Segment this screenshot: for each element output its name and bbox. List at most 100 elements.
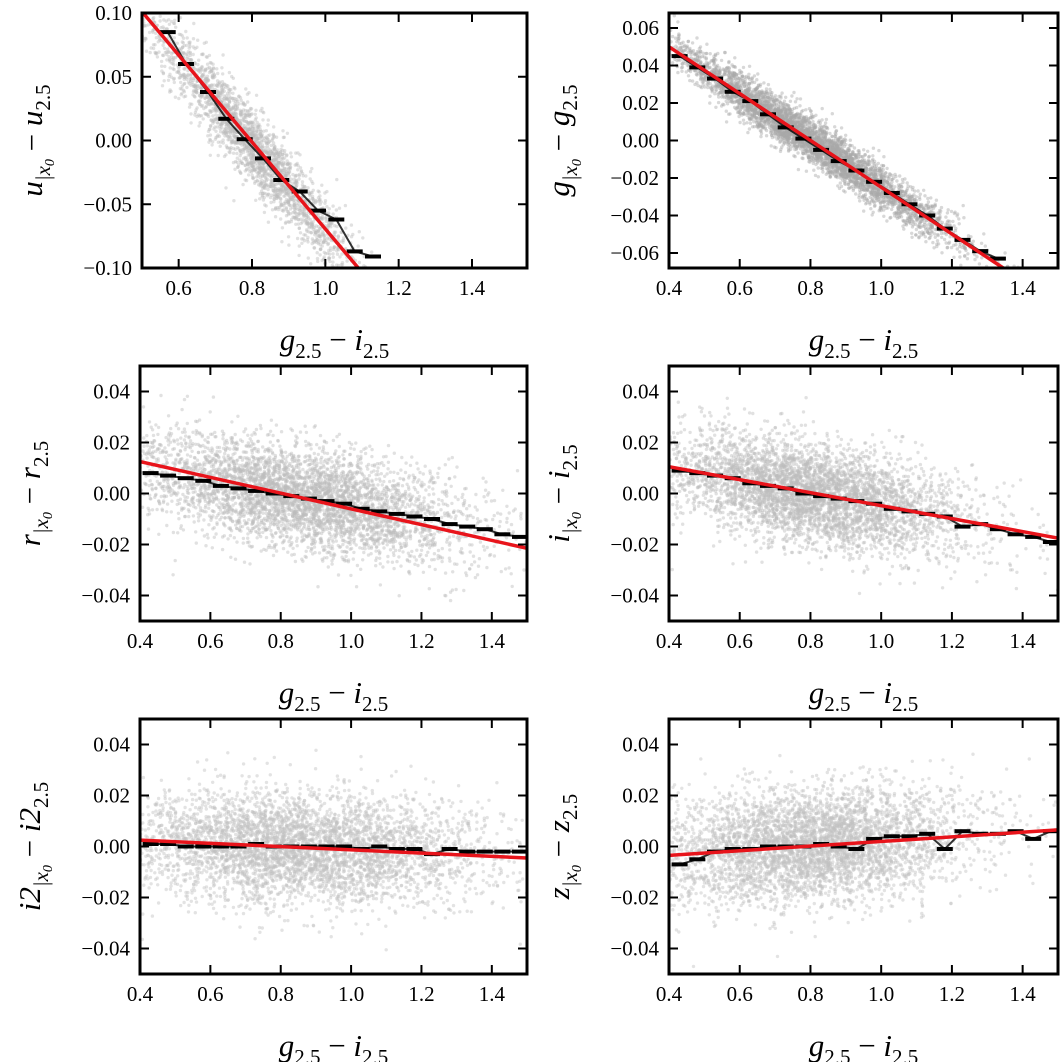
scatter-point [183, 94, 188, 98]
scatter-point [828, 174, 832, 178]
scatter-point [153, 43, 157, 47]
scatter-point [159, 26, 163, 30]
scatter-point [243, 103, 247, 107]
scatter-point [865, 162, 869, 166]
scatter-point [215, 84, 219, 88]
scatter-point [225, 121, 229, 126]
scatter-point [828, 159, 832, 164]
scatter-point [872, 201, 876, 205]
scatter-point [278, 168, 283, 172]
scatter-point [204, 80, 208, 84]
scatter-point [308, 177, 312, 181]
scatter-point [281, 163, 285, 167]
scatter-point [317, 234, 322, 238]
scatter-point [206, 66, 210, 70]
scatter-point [232, 199, 236, 203]
scatter-point [272, 197, 277, 202]
axes-frame [140, 11, 529, 270]
scatter-point [260, 140, 264, 144]
scatter-point [220, 80, 225, 84]
scatter-point [378, 311, 381, 314]
scatter-point [882, 214, 886, 218]
scatter-point [821, 141, 826, 146]
scatter-point [260, 193, 265, 198]
scatter-point [283, 172, 287, 176]
scatter-point [222, 82, 226, 86]
scatter-point [216, 84, 220, 89]
scatter-point [311, 239, 315, 243]
scatter-point [276, 163, 280, 168]
scatter-point [198, 102, 202, 107]
scatter-point [246, 129, 250, 133]
scatter-point [233, 131, 237, 135]
scatter-point [298, 166, 303, 170]
scatter-point [210, 102, 214, 106]
scatter-point [266, 151, 270, 155]
scatter-point [191, 93, 195, 97]
scatter-point [690, 41, 695, 45]
scatter-point [290, 197, 294, 202]
scatter-point [219, 97, 223, 101]
scatter-point [205, 78, 209, 83]
panel-g: 0.4 0.6 0.8 1.0 1.2 1.40.060.040.020.00−0.02−… [541, 11, 1060, 363]
scatter-point [378, 307, 381, 310]
scatter-point [336, 263, 341, 268]
scatter-point [191, 52, 195, 57]
scatter-point [843, 170, 847, 175]
scatter-point [344, 226, 348, 230]
scatter-point [207, 114, 211, 119]
scatter-point [311, 199, 315, 204]
scatter-point [272, 197, 276, 201]
scatter-point [304, 220, 308, 224]
scatter-point [351, 274, 354, 277]
scatter-point [286, 167, 291, 171]
scatter-point [275, 196, 279, 201]
scatter-point [233, 104, 238, 108]
scatter-point [773, 125, 777, 129]
scatter-point [187, 57, 191, 62]
scatter-point [318, 234, 323, 239]
scatter-point [906, 184, 910, 188]
scatter-point [165, 58, 169, 62]
scatter-point [267, 153, 272, 157]
scatter-point [339, 263, 344, 267]
scatter-point [266, 220, 271, 224]
scatter-point [209, 101, 213, 106]
scatter-point [270, 173, 275, 178]
scatter-point [294, 211, 298, 216]
scatter-point [310, 166, 314, 171]
scatter-point [738, 120, 742, 125]
scatter-point [335, 249, 339, 253]
scatter-point [746, 106, 750, 110]
scatter-point [804, 169, 809, 173]
scatter-point [297, 211, 301, 216]
scatter-point [180, 45, 185, 50]
scatter-point [263, 148, 267, 153]
scatter-point [233, 159, 238, 164]
scatter-point [289, 191, 293, 195]
scatter-point [215, 108, 219, 113]
scatter-point [224, 83, 229, 88]
scatter-point [311, 188, 315, 192]
scatter-point [717, 95, 721, 99]
scatter-point [288, 162, 293, 166]
scatter-point [248, 121, 252, 125]
scatter-point [299, 170, 303, 174]
scatter-point [818, 121, 822, 125]
scatter-point [321, 241, 326, 245]
scatter-point [303, 207, 307, 212]
scatter-point [327, 237, 331, 241]
scatter-point [191, 90, 196, 94]
scatter-point [262, 179, 267, 184]
scatter-point [730, 73, 735, 78]
scatter-point [780, 137, 784, 142]
scatter-point [263, 181, 267, 185]
scatter-point [284, 170, 288, 174]
scatter-point [245, 92, 250, 96]
scatter-point [758, 118, 762, 123]
scatter-point [271, 141, 276, 145]
scatter-point [762, 103, 766, 108]
scatter-point [318, 232, 323, 236]
scatter-point [748, 105, 752, 110]
scatter-point [274, 162, 278, 167]
